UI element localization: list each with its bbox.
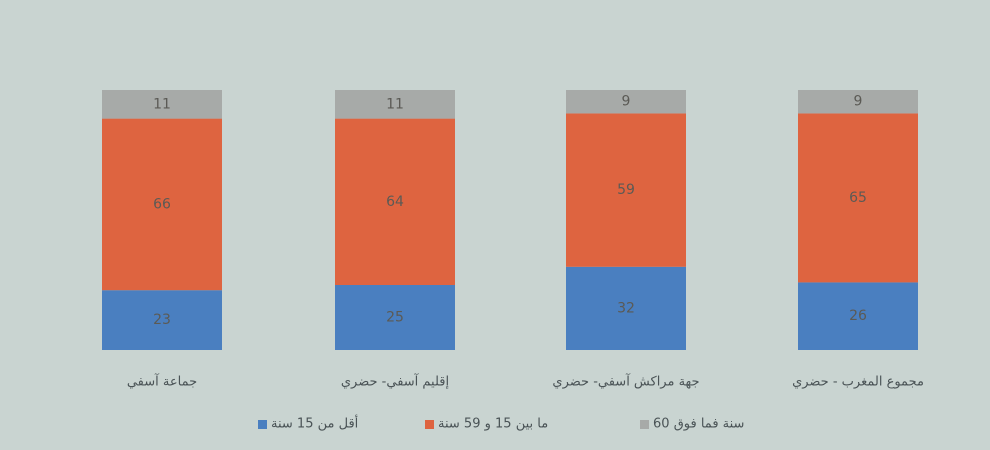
data-label: 26 (849, 308, 867, 324)
data-label: 11 (153, 96, 171, 112)
legend-label: 60 سنة فما فوق (653, 417, 744, 432)
bar-segment (798, 113, 918, 283)
data-label: 11 (386, 96, 404, 112)
data-label: 23 (153, 312, 171, 328)
data-label: 9 (854, 94, 863, 110)
x-tick-label: مجموع المغرب - حضري (792, 375, 924, 390)
legend-label: ما بين 15 و 59 سنة (438, 417, 548, 432)
bar-segment (335, 118, 455, 285)
x-tick-label: جهة مراكش آسفي- حضري (552, 373, 699, 390)
data-label: 59 (617, 182, 635, 198)
legend-swatch (258, 420, 267, 429)
bar-segment (102, 118, 222, 291)
legend-swatch (640, 420, 649, 429)
bar-segment (566, 266, 686, 350)
bar-segment (798, 282, 918, 350)
bar-segment (798, 90, 918, 114)
bar-segment (335, 90, 455, 119)
data-label: 9 (622, 94, 631, 110)
bar-segment (102, 90, 222, 119)
bar-segment (566, 90, 686, 114)
legend-label: أقل من 15 سنة (271, 415, 358, 432)
bar-segment (102, 290, 222, 350)
legend-swatch (425, 420, 434, 429)
data-label: 25 (386, 310, 404, 326)
data-label: 66 (153, 196, 171, 212)
x-tick-label: إقليم آسفي- حضري (341, 373, 449, 390)
data-label: 64 (386, 194, 404, 210)
bar-segment (335, 285, 455, 350)
data-label: 32 (617, 300, 635, 316)
data-label: 65 (849, 190, 867, 206)
bar-segment (566, 113, 686, 267)
x-tick-label: جماعة آسفي (127, 373, 197, 390)
